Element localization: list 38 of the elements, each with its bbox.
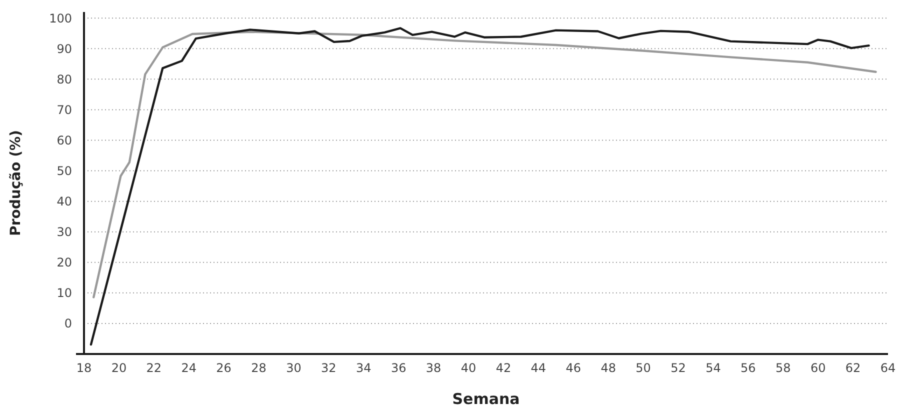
y-tick-label: 60	[56, 133, 72, 148]
x-tick-label: 22	[146, 361, 162, 375]
x-tick-label: 50	[636, 361, 651, 375]
x-tick-label: 32	[321, 361, 336, 375]
x-tick-label: 42	[496, 361, 512, 375]
x-tick-label: 18	[76, 361, 92, 375]
x-tick-label: 24	[181, 361, 197, 375]
x-tick-label: 48	[600, 361, 616, 375]
y-tick-label: 30	[56, 225, 72, 240]
x-tick-label: 56	[740, 361, 756, 375]
x-tick-label: 62	[845, 361, 861, 375]
x-tick-label: 38	[426, 361, 442, 375]
x-tick-label: 20	[111, 361, 127, 375]
x-tick-label: 36	[390, 361, 406, 375]
x-tick-label: 34	[356, 361, 372, 375]
y-tick-label: 80	[56, 72, 72, 86]
y-tick-label: 0	[64, 316, 72, 331]
x-tick-label: 26	[216, 361, 232, 375]
x-tick-label: 58	[775, 361, 791, 375]
x-tick-label: 52	[670, 361, 686, 375]
x-tick-label: 44	[530, 361, 546, 375]
y-tick-label: 50	[56, 164, 72, 178]
y-axis-title: Produção (%)	[8, 130, 24, 236]
x-tick-label: 54	[706, 361, 721, 375]
x-tick-label: 28	[251, 361, 266, 375]
x-tick-label: 60	[810, 361, 826, 375]
y-tick-label: 40	[56, 194, 72, 209]
line-series	[90, 27, 870, 346]
y-tick-label: 70	[56, 102, 72, 117]
x-tick-label: 46	[566, 361, 582, 375]
x-tick-label: 64	[880, 361, 896, 375]
x-axis-title: Semana	[452, 390, 520, 408]
y-tick-label: 20	[56, 256, 72, 270]
y-tick-label: 100	[49, 11, 72, 26]
x-tick-label: 40	[460, 361, 476, 375]
y-tick-label: 90	[56, 42, 72, 56]
x-tick-label: 30	[286, 361, 302, 375]
y-tick-label: 10	[56, 286, 72, 300]
